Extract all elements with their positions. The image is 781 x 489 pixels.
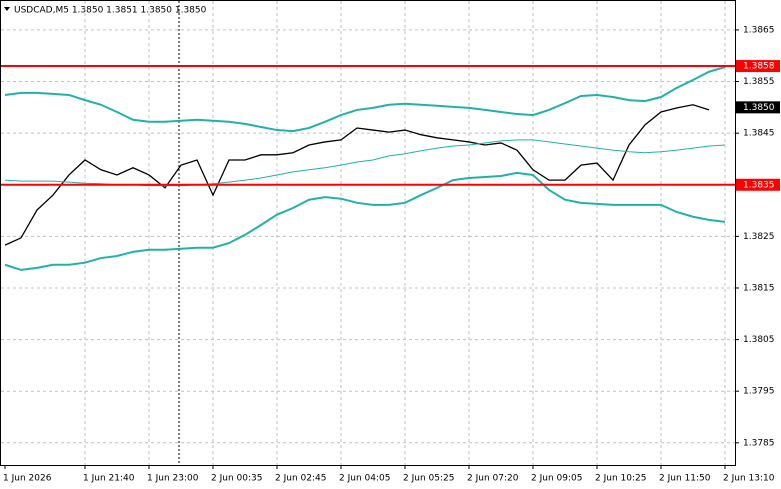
x-tick-label: 1 Jun 21:40: [83, 474, 135, 484]
x-tick-label: 2 Jun 02:45: [275, 474, 326, 484]
level-label: 1.3835: [743, 180, 775, 190]
x-tick-label: 2 Jun 07:20: [467, 474, 519, 484]
x-tick-label: 2 Jun 00:35: [211, 474, 262, 484]
series-line: [4, 104, 710, 246]
y-tick-label: 1.3815: [743, 283, 775, 293]
y-tick-label: 1.3805: [743, 335, 775, 345]
last-price-label: 1.3850: [743, 103, 775, 113]
chart-title: USDCAD,M5 1.3850 1.3851 1.3850 1.3850: [14, 6, 207, 16]
y-tick-label: 1.3785: [743, 438, 775, 448]
symbol-icon: [4, 7, 10, 11]
last-price-box: [736, 101, 780, 114]
y-tick-label: 1.3825: [743, 232, 775, 242]
series-line: [4, 66, 726, 133]
x-tick-label: 2 Jun 11:50: [659, 474, 711, 484]
y-tick-label: 1.3845: [743, 129, 775, 139]
x-tick-label: 2 Jun 10:25: [595, 474, 646, 484]
plot-frame: [0, 0, 736, 466]
x-tick-label: 2 Jun 09:05: [531, 474, 582, 484]
x-tick-label: 2 Jun 05:25: [403, 474, 454, 484]
x-tick-label: 2 Jun 04:05: [339, 474, 390, 484]
y-tick-label: 1.3855: [743, 77, 775, 87]
level-label: 1.3858: [743, 62, 775, 72]
level-label-box: [736, 178, 780, 191]
level-label-box: [736, 60, 780, 73]
x-tick-label: 1 Jun 2026: [3, 474, 52, 484]
x-tick-label: 2 Jun 13:10: [723, 474, 775, 484]
y-tick-label: 1.3795: [743, 387, 775, 397]
x-tick-label: 1 Jun 23:00: [147, 474, 199, 484]
series-line: [4, 171, 726, 271]
y-tick-label: 1.3865: [743, 25, 775, 35]
